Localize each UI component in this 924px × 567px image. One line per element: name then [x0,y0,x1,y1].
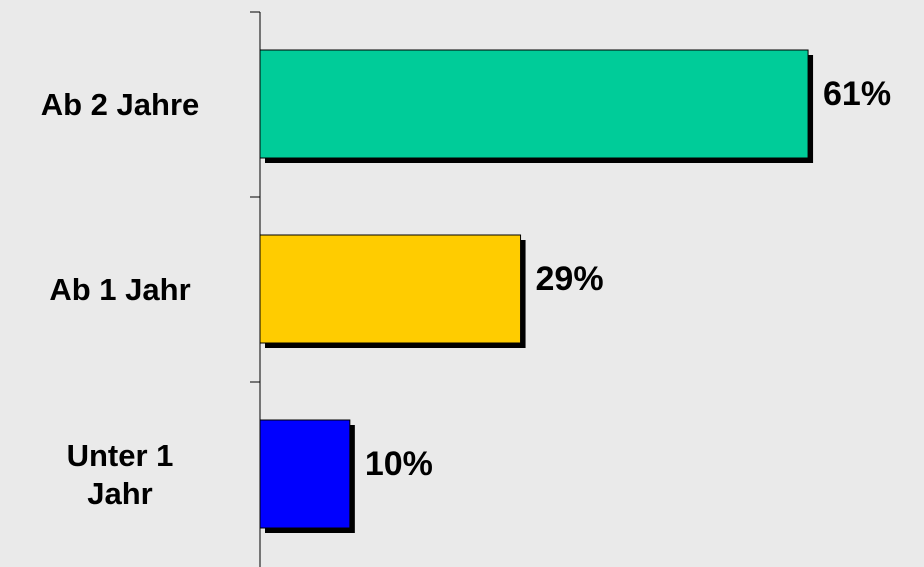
value-label-ab-1-jahr: 29% [536,260,604,298]
category-label-ab-2-jahre: Ab 2 Jahre [41,87,200,122]
bar-ab-1-jahr [259,234,522,344]
value-label-ab-2-jahre: 61% [823,75,891,113]
axis-layer [250,11,261,567]
category-label-unter-1-jahr: Unter 1 Jahr [67,438,174,511]
bar-unter-1-jahr [259,419,351,529]
bars-layer [259,49,814,533]
category-label-ab-1-jahr: Ab 1 Jahr [49,272,190,307]
labels-layer: Ab 2 Jahre 61% Ab 1 Jahr 29% Unter 1 Jahr 10% [41,75,891,511]
bar-ab-2-jahre [259,49,809,159]
value-label-unter-1-jahr: 10% [365,445,433,483]
